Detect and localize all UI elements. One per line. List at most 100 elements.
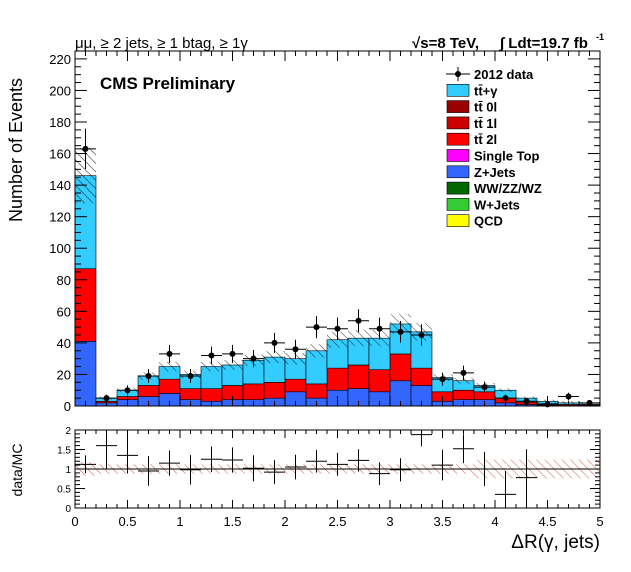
data-point [481, 384, 488, 391]
uncertainty-bin [516, 396, 537, 400]
y-tick-label: 220 [49, 52, 71, 67]
data-point [292, 346, 299, 353]
cms-label: CMS Preliminary [100, 74, 236, 93]
x-tick-label: 4 [491, 514, 498, 529]
y-tick-label: 160 [49, 147, 71, 162]
y-tick-label: 100 [49, 241, 71, 256]
data-point [334, 325, 341, 332]
y-tick-label: 20 [57, 367, 71, 382]
legend-swatch [446, 132, 470, 146]
x-tick-label: 4.5 [538, 514, 556, 529]
legend-swatch [446, 165, 470, 179]
lumi-exponent: -1 [596, 32, 604, 42]
legend-label: Single Top [474, 149, 540, 164]
legend-label: 2012 data [474, 67, 534, 82]
y-tick-label: 0 [64, 399, 71, 414]
ratio-points [75, 430, 537, 508]
x-tick-label: 2 [281, 514, 288, 529]
bar-tt-2l [263, 382, 286, 399]
y-tick-label: 120 [49, 210, 71, 225]
uncertainty-bin [453, 377, 474, 384]
data-point [355, 317, 362, 324]
y-tick-label: 200 [49, 83, 71, 98]
uncertainty-bin [222, 360, 243, 370]
x-tick-label: 3.5 [433, 514, 451, 529]
bar-tt-2l [326, 367, 349, 391]
y-axis-title: Number of Events [6, 78, 26, 222]
data-point [418, 332, 425, 338]
y-tick-label: 140 [49, 178, 71, 193]
y-tick-label: 80 [57, 273, 71, 288]
uncertainty-bin [306, 344, 327, 358]
data-point [82, 145, 89, 152]
y-tick-label: 60 [57, 304, 71, 319]
ratio-y-tick-label: 1.5 [57, 446, 71, 457]
legend-label: tt̄+γ [474, 83, 498, 98]
data-point [439, 376, 446, 383]
data-point [460, 369, 467, 376]
legend-swatch [446, 116, 470, 130]
bar-tt-2l [242, 383, 265, 400]
data-point [145, 373, 152, 380]
uncertainty-bin [201, 361, 222, 372]
data-point [103, 395, 110, 402]
ratio-y-axis-title: data/MC [9, 444, 25, 497]
bar-tt-2l [305, 383, 328, 399]
data-point [565, 393, 572, 400]
legend-swatch [446, 100, 470, 113]
selection-label: μμ, ≥ 2 jets, ≥ 1 btag, ≥ 1γ [75, 35, 248, 52]
legend-swatch [446, 84, 470, 97]
data-point [250, 355, 257, 362]
bar-tt-2l [368, 369, 391, 393]
legend-swatch [446, 214, 470, 227]
legend-label: tt̄ 1l [474, 116, 497, 131]
bar-tt-2l [410, 367, 433, 386]
main-x-axis [74, 51, 601, 406]
legend-label: W+Jets [474, 197, 520, 212]
data-point [397, 328, 404, 335]
legend-label: QCD [474, 214, 503, 229]
data-point [208, 352, 215, 359]
data-point [376, 325, 383, 332]
uncertainty-bin [495, 388, 516, 393]
bar-tt-2l [389, 353, 412, 382]
x-tick-label: 2.5 [328, 514, 346, 529]
legend-label: tt̄ 2l [474, 132, 497, 147]
bar-tt-2l [473, 391, 496, 400]
legend-label: Z+Jets [474, 165, 516, 180]
legend-marker [455, 71, 461, 77]
ratio-y-tick-label: 0.5 [57, 485, 71, 496]
legend-label: tt̄ 0l [474, 100, 497, 115]
uncertainty-bin [348, 330, 369, 347]
ratio-plot: 00.511.52 0 0.5 1 1.5 2 2.5 3 3.5 4 4.5 5 data/MC … [9, 426, 604, 553]
bar-tt-2l [347, 364, 370, 389]
uncertainty-bin [264, 351, 285, 363]
x-tick-label: 0 [71, 514, 78, 529]
energy-label: √s=8 TeV, [412, 35, 479, 52]
data-point [271, 339, 278, 346]
y-tick-label: 40 [57, 336, 71, 351]
data-point [187, 373, 194, 380]
data-point [502, 395, 509, 402]
legend-swatch [446, 198, 470, 211]
bar-tt-2l [158, 378, 181, 394]
data-point [124, 387, 131, 394]
data-point [313, 324, 320, 331]
ratio-y-tick-label: 1 [65, 465, 71, 476]
main-plot: 0 20 40 60 80 100 120 140 160 180 200 220 CMS Preli… [6, 50, 601, 414]
lumi-label: ∫ Ldt=19.7 fb [499, 35, 588, 52]
ratio-x-axis: 0 0.5 1 1.5 2 2.5 3 3.5 4 4.5 5 [71, 430, 604, 529]
x-tick-label: 1 [176, 514, 183, 529]
legend-swatch [446, 181, 470, 195]
bar-tt-2l [137, 385, 160, 397]
data-point [229, 350, 236, 357]
main-y-axis: 0 20 40 60 80 100 120 140 160 180 200 220 [49, 52, 600, 414]
bar-tt-2l [452, 389, 475, 400]
ratio-y-tick-label: 0 [65, 504, 71, 515]
stacked-histogram [74, 175, 601, 407]
x-tick-label: 1.5 [223, 514, 241, 529]
data-point [166, 350, 173, 357]
bar-tt-2l [200, 388, 223, 402]
